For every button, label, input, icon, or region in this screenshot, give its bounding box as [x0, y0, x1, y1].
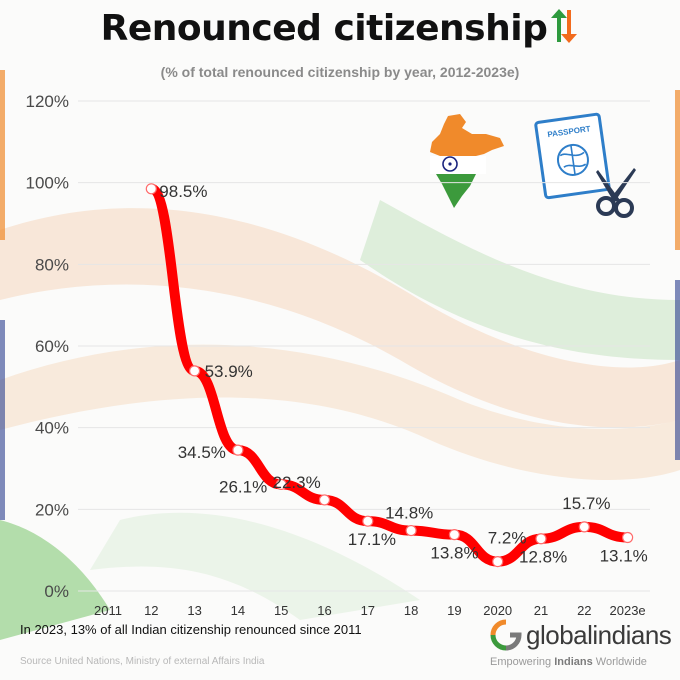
x-tick-label: 17: [361, 603, 375, 618]
data-point: [492, 555, 504, 568]
y-tick-label: 0%: [44, 582, 69, 601]
data-label: 13.8%: [430, 544, 478, 563]
brand-tagline: Empowering Indians Worldwide: [490, 656, 647, 668]
data-point: [448, 529, 460, 541]
data-label: 17.1%: [348, 530, 396, 549]
data-label: 98.5%: [159, 182, 207, 201]
x-tick-label: 2020: [483, 603, 512, 618]
x-tick-label: 19: [447, 603, 461, 618]
brand-name: globalindians: [526, 619, 672, 650]
data-point: [362, 515, 374, 527]
tagline-post: Worldwide: [592, 656, 647, 668]
data-point: [621, 531, 634, 544]
data-label: 53.9%: [205, 362, 253, 381]
x-tick-label: 15: [274, 603, 288, 618]
x-tick-label: 16: [317, 603, 331, 618]
data-label: 7.2%: [488, 529, 527, 548]
x-tick-label: 13: [187, 603, 201, 618]
x-tick-label: 21: [534, 603, 548, 618]
scissors-icon: [596, 168, 636, 218]
data-point: [318, 494, 331, 506]
chart-title-text: Renounced citizenship: [100, 8, 548, 49]
tagline-bold: Indians: [554, 656, 593, 668]
line-chart: 0% 20% 40% 60% 80% 100% 120% 2011 12 13 14 15 16 17 1…: [26, 92, 650, 618]
globalindians-logo-icon: [490, 619, 522, 651]
chart-title: Renounced citizenship: [0, 8, 680, 53]
up-down-arrows-icon: [549, 8, 579, 53]
passport-icon: PASSPORT: [534, 112, 636, 218]
brand-logo: globalindians: [490, 618, 672, 652]
x-tick-label: 2011: [94, 603, 122, 618]
x-tick-label: 2023e: [610, 603, 646, 618]
data-point: [405, 524, 417, 537]
data-label: 26.1%: [219, 477, 267, 496]
y-tick-label: 120%: [26, 92, 69, 111]
y-tick-label: 20%: [35, 500, 69, 519]
data-point: [275, 478, 287, 491]
data-point: [578, 521, 590, 533]
y-tick-label: 60%: [35, 337, 69, 356]
x-tick-label: 22: [577, 603, 591, 618]
source-note: Source United Nations, Ministry of exter…: [20, 656, 265, 667]
tagline-pre: Empowering: [490, 656, 555, 668]
y-tick-label: 100%: [26, 174, 69, 193]
data-point: [232, 444, 244, 456]
data-point: [535, 533, 547, 545]
data-label: 12.8%: [519, 548, 567, 567]
x-tick-label: 12: [144, 603, 158, 618]
data-point: [145, 183, 157, 195]
data-label: 14.8%: [385, 504, 433, 523]
chart-subtitle: (% of total renounced citizenship by yea…: [160, 64, 520, 80]
x-tick-label: 18: [404, 603, 418, 618]
footnote: In 2023, 13% of all Indian citizenship r…: [20, 622, 362, 637]
x-tick-label: 14: [231, 603, 245, 618]
y-tick-label: 80%: [35, 255, 69, 274]
data-point: [189, 365, 201, 377]
y-tick-label: 40%: [35, 419, 69, 438]
data-label: 22.3%: [273, 473, 321, 492]
data-label: 13.1%: [600, 547, 648, 566]
data-label: 15.7%: [562, 494, 610, 513]
data-label: 34.5%: [178, 443, 226, 462]
